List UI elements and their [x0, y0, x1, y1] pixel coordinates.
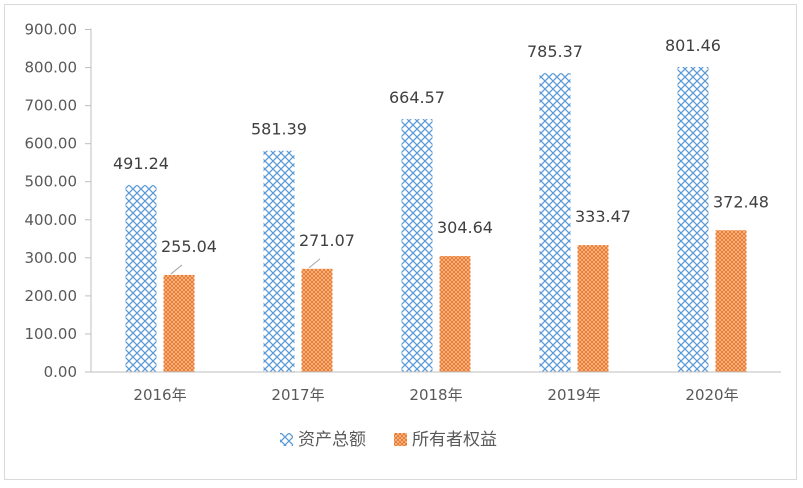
- bar-chart: 0.00 100.00 200.00 300.00 400.00 500.00 600.00…: [25, 21, 781, 450]
- data-label-leader: [170, 264, 183, 275]
- data-label: 271.07: [299, 231, 355, 250]
- bar-total-assets: [125, 185, 157, 372]
- y-tick-label: 700.00: [25, 97, 78, 115]
- y-tick-label: 600.00: [25, 135, 78, 153]
- bar-total-assets: [401, 119, 433, 372]
- data-label: 304.64: [437, 218, 493, 237]
- y-tick-label: 800.00: [25, 59, 78, 77]
- x-axis: 2016年 2017年 2018年 2019年 2020年: [91, 371, 781, 404]
- y-tick-label: 0.00: [44, 363, 77, 381]
- x-tick-label: 2016年: [133, 386, 186, 404]
- y-tick-label: 100.00: [25, 325, 78, 343]
- chart-frame: 0.00 100.00 200.00 300.00 400.00 500.00 600.00…: [4, 4, 797, 480]
- legend-swatch-owners-equity: [394, 433, 407, 446]
- y-tick-label: 200.00: [25, 287, 78, 305]
- x-tick-label: 2019年: [547, 386, 600, 404]
- bar-total-assets: [263, 150, 295, 372]
- data-label: 333.47: [575, 207, 631, 226]
- bar-owners-equity: [163, 274, 195, 372]
- bar-owners-equity: [301, 268, 333, 372]
- data-label-leader: [308, 258, 321, 269]
- x-tick-label: 2017年: [271, 386, 324, 404]
- y-axis: 0.00 100.00 200.00 300.00 400.00 500.00 600.00…: [25, 21, 92, 381]
- legend-label-owners-equity: 所有者权益: [412, 430, 497, 450]
- bar-owners-equity: [439, 256, 471, 372]
- data-label: 491.24: [113, 154, 169, 173]
- data-label: 255.04: [161, 237, 217, 256]
- y-tick-label: 300.00: [25, 249, 78, 267]
- data-label: 801.46: [665, 36, 721, 55]
- y-tick-label: 400.00: [25, 211, 78, 229]
- x-tick-label: 2018年: [409, 386, 462, 404]
- data-label: 581.39: [251, 120, 307, 139]
- y-tick-label: 900.00: [25, 21, 78, 39]
- data-label: 664.57: [389, 88, 445, 107]
- bar-total-assets: [677, 66, 709, 372]
- data-label: 785.37: [527, 42, 583, 61]
- legend: 资产总额 所有者权益: [280, 430, 497, 450]
- legend-label-total-assets: 资产总额: [298, 430, 366, 450]
- data-label: 372.48: [713, 192, 769, 211]
- bar-owners-equity: [577, 245, 609, 372]
- bars: 491.24 255.04 581.39 271.07 664.57 304.64 785.…: [113, 36, 769, 373]
- x-tick-label: 2020年: [685, 386, 738, 404]
- legend-swatch-total-assets: [280, 433, 293, 446]
- bar-total-assets: [539, 73, 571, 373]
- bar-owners-equity: [715, 230, 747, 372]
- y-tick-label: 500.00: [25, 173, 78, 191]
